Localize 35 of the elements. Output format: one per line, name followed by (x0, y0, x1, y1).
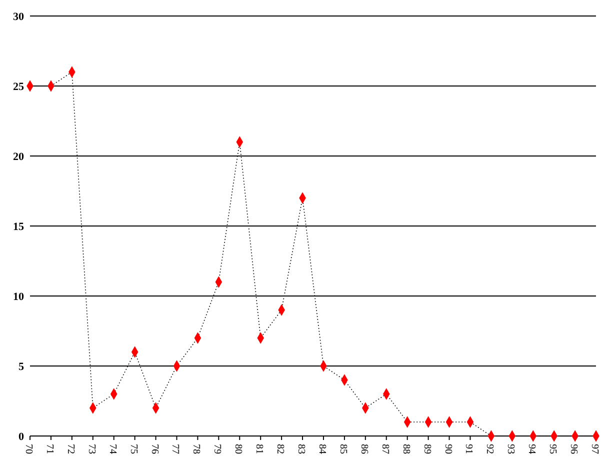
x-tick-label: 88 (400, 444, 412, 454)
x-tick-label: 86 (358, 444, 370, 454)
x-tick-label: 85 (337, 444, 348, 454)
y-tick-label: 5 (18, 360, 24, 373)
x-tick-label: 92 (484, 444, 496, 454)
y-tick-label: 20 (13, 150, 24, 163)
x-tick-label: 70 (23, 444, 34, 454)
x-tick-label: 83 (296, 444, 307, 454)
x-tick-label: 87 (379, 444, 390, 454)
x-tick-label: 77 (170, 444, 181, 454)
y-tick-label: 25 (13, 80, 24, 93)
x-tick-label: 93 (505, 444, 516, 454)
x-tick-label: 89 (421, 444, 432, 454)
x-tick-label: 84 (316, 444, 328, 454)
x-tick-label: 81 (254, 444, 265, 454)
x-tick-label: 73 (86, 444, 97, 454)
x-tick-label: 80 (232, 444, 244, 454)
x-tick-label: 78 (190, 444, 202, 454)
y-tick-label: 15 (13, 220, 24, 233)
x-tick-label: 76 (148, 444, 160, 454)
x-tick-label: 75 (128, 444, 139, 454)
x-tick-label: 94 (526, 444, 538, 454)
x-tick-label: 82 (274, 444, 286, 454)
y-tick-label: 30 (13, 10, 24, 23)
x-tick-label: 72 (64, 444, 76, 454)
x-tick-label: 71 (44, 444, 55, 454)
x-tick-label: 95 (547, 444, 558, 454)
x-tick-label: 97 (589, 444, 600, 454)
x-tick-label: 96 (568, 444, 580, 454)
y-tick-label: 10 (13, 290, 24, 303)
y-tick-label: 0 (18, 430, 24, 443)
x-tick-label: 90 (442, 444, 454, 454)
x-tick-label: 91 (463, 444, 474, 454)
x-tick-label: 74 (106, 444, 118, 454)
x-tick-label: 79 (212, 444, 223, 454)
